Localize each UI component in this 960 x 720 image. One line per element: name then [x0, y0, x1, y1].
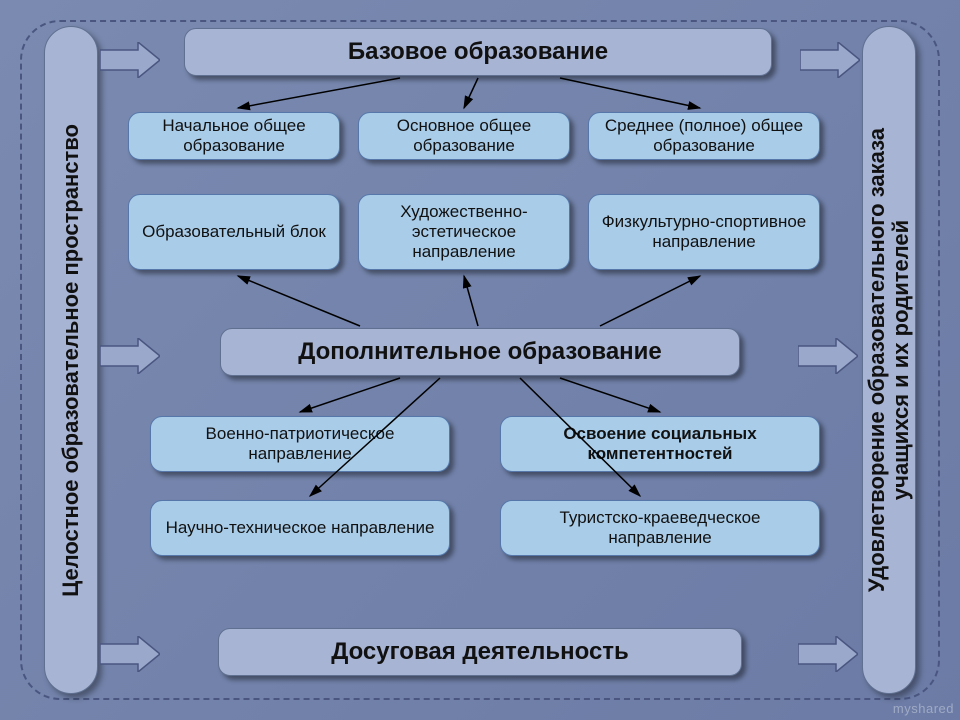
row4-a-text: Научно-техническое направление: [166, 518, 435, 538]
left-column-text: Целостное образовательное пространство: [59, 124, 83, 597]
row1-a: Начальное общее образование: [128, 112, 340, 160]
row1-b-text: Основное общее образование: [367, 116, 561, 156]
arrow-additional-to-right: [798, 338, 858, 374]
row2-a: Образовательный блок: [128, 194, 340, 270]
watermark: myshared: [893, 701, 954, 716]
arrow-basic-to-right: [800, 42, 860, 78]
header-leisure: Досуговая деятельность: [218, 628, 742, 676]
header-additional-text: Дополнительное образование: [298, 338, 662, 366]
header-leisure-text: Досуговая деятельность: [331, 638, 629, 666]
right-column-text: Удовлетворение образовательного заказа у…: [865, 128, 913, 592]
row1-b: Основное общее образование: [358, 112, 570, 160]
header-basic: Базовое образование: [184, 28, 772, 76]
arrow-left-to-leisure: [100, 636, 160, 672]
row1-a-text: Начальное общее образование: [137, 116, 331, 156]
right-column: Удовлетворение образовательного заказа у…: [862, 26, 916, 694]
arrow-left-to-basic: [100, 42, 160, 78]
row2-b: Художественно-эстетическое направление: [358, 194, 570, 270]
row3-b: Освоение социальных компетентностей: [500, 416, 820, 472]
row2-c: Физкультурно-спортивное направление: [588, 194, 820, 270]
row3-a-text: Военно-патриотическое направление: [159, 424, 441, 464]
row4-a: Научно-техническое направление: [150, 500, 450, 556]
row2-a-text: Образовательный блок: [142, 222, 326, 242]
arrow-left-to-additional: [100, 338, 160, 374]
row4-b: Туристско-краеведческое направление: [500, 500, 820, 556]
row2-b-text: Художественно-эстетическое направление: [367, 202, 561, 262]
left-column: Целостное образовательное пространство: [44, 26, 98, 694]
arrow-leisure-to-right: [798, 636, 858, 672]
row1-c-text: Среднее (полное) общее образование: [597, 116, 811, 156]
row3-b-text: Освоение социальных компетентностей: [509, 424, 811, 464]
row2-c-text: Физкультурно-спортивное направление: [597, 212, 811, 252]
row4-b-text: Туристско-краеведческое направление: [509, 508, 811, 548]
header-basic-text: Базовое образование: [348, 38, 608, 66]
row1-c: Среднее (полное) общее образование: [588, 112, 820, 160]
header-additional: Дополнительное образование: [220, 328, 740, 376]
row3-a: Военно-патриотическое направление: [150, 416, 450, 472]
